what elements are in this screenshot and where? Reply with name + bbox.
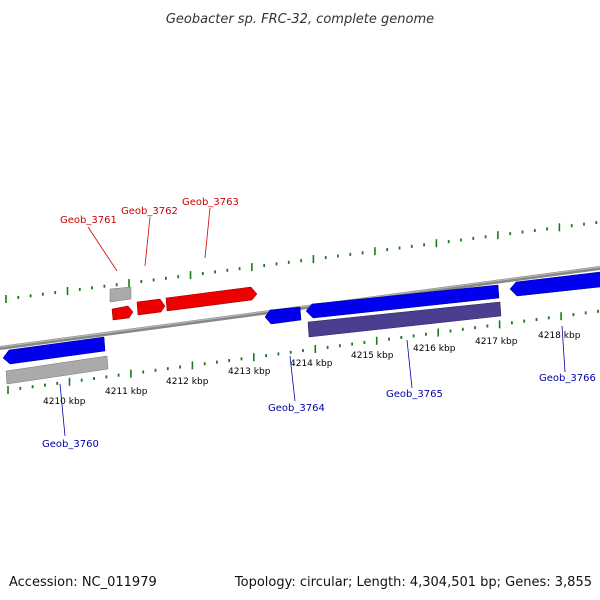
label-geob-3765[interactable]: Geob_3765 <box>386 389 443 400</box>
genome-summary-text: Topology: circular; Length: 4,304,501 bp… <box>234 575 592 590</box>
leader-geob-3765 <box>406 339 413 389</box>
tick-label-4215: 4215 kbp <box>351 351 394 361</box>
leader-geob-3762 <box>144 216 151 267</box>
tick-label-4216: 4216 kbp <box>413 344 456 354</box>
label-geob-3760[interactable]: Geob_3760 <box>42 439 99 450</box>
label-leaders <box>59 207 566 437</box>
gene-geob-3764[interactable] <box>264 306 302 325</box>
tick-label-4214: 4214 kbp <box>290 359 333 369</box>
lower-tick-track <box>7 309 599 394</box>
scale-labels: 4210 kbp 4211 kbp 4212 kbp 4213 kbp 4214… <box>43 331 581 407</box>
leader-geob-3764 <box>289 355 296 402</box>
diagram-title: Geobacter sp. FRC-32, complete genome <box>166 12 434 27</box>
tick-label-4210: 4210 kbp <box>43 397 86 407</box>
upper-tick-track <box>5 221 598 303</box>
leader-geob-3763 <box>204 207 211 259</box>
label-geob-3763[interactable]: Geob_3763 <box>182 197 239 208</box>
gene-geob-3761-upper[interactable] <box>109 286 132 303</box>
label-geob-3762[interactable]: Geob_3762 <box>121 206 178 217</box>
gene-geob-3763[interactable] <box>165 286 258 312</box>
tick-label-4218: 4218 kbp <box>538 331 581 341</box>
gene-features <box>2 271 600 385</box>
gene-geob-3765-feature[interactable] <box>307 301 502 338</box>
leader-geob-3761 <box>87 226 118 272</box>
gene-geob-3760-pseudo[interactable] <box>5 355 109 385</box>
leader-geob-3760 <box>59 383 66 437</box>
tick-label-4212: 4212 kbp <box>166 377 209 387</box>
leader-geob-3766 <box>561 325 566 373</box>
gene-geob-3761[interactable] <box>111 305 134 321</box>
label-geob-3766[interactable]: Geob_3766 <box>539 373 596 384</box>
tick-label-4213: 4213 kbp <box>228 367 271 377</box>
accession-text: Accession: NC_011979 <box>9 575 157 590</box>
gene-geob-3765[interactable] <box>305 284 500 319</box>
label-geob-3761[interactable]: Geob_3761 <box>60 215 117 226</box>
gene-geob-3762[interactable] <box>136 298 166 316</box>
label-geob-3764[interactable]: Geob_3764 <box>268 403 325 414</box>
tick-label-4217: 4217 kbp <box>475 337 518 347</box>
gene-labels: Geob_3761 Geob_3762 Geob_3763 Geob_3760 … <box>42 197 596 450</box>
gene-geob-3766[interactable] <box>509 271 600 297</box>
tick-label-4211: 4211 kbp <box>105 387 148 397</box>
gene-geob-3760[interactable] <box>2 336 106 365</box>
